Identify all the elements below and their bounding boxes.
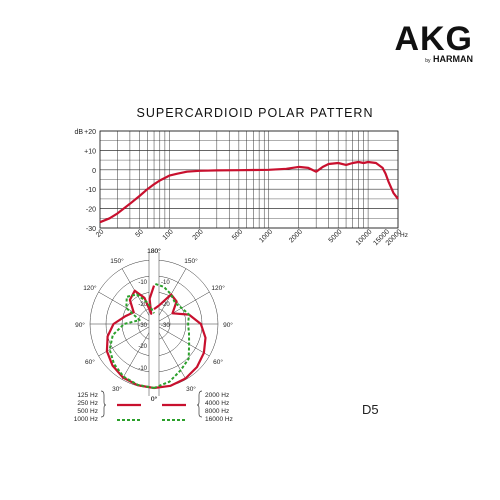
freq-y-tick-label: -20 xyxy=(86,207,96,214)
freq-x-tick-label: 5000 xyxy=(328,228,344,244)
logo-text: AKG xyxy=(394,20,473,58)
polar-grid-spoke xyxy=(98,291,155,325)
polar-radial-label: -20 xyxy=(138,344,147,350)
freq-y-axis-label: dB xyxy=(74,129,83,136)
freq-y-tick-label: +10 xyxy=(84,148,96,155)
legend-label-left-solid: 125 Hz xyxy=(77,392,98,399)
freq-plot-frame xyxy=(99,130,399,229)
legend-label-right-dashed: 16000 Hz xyxy=(205,416,233,423)
polar-radial-label: -10 xyxy=(138,280,147,286)
polar-radial-label: -30 xyxy=(138,323,147,329)
freq-y-tick-label: -30 xyxy=(86,226,96,233)
polar-angle-label-left: 120° xyxy=(83,284,97,292)
freq-x-tick-label: 50 xyxy=(134,228,145,239)
polar-grid-spoke xyxy=(153,323,210,357)
polar-angle-label-left: 90° xyxy=(75,321,85,329)
polar-angle-label-right: 120° xyxy=(211,284,225,292)
polar-center-gap xyxy=(149,252,159,396)
logo-byline-small: by xyxy=(425,58,431,64)
polar-series-right-solid xyxy=(153,293,207,390)
polar-angle-label-right: 90° xyxy=(223,321,233,329)
polar-radial-label: -20 xyxy=(138,302,147,308)
legend-label-right-solid: 8000 Hz xyxy=(205,408,229,415)
chart-title: SUPERCARDIOID POLAR PATTERN xyxy=(136,106,374,120)
legend-brace-left xyxy=(100,390,107,418)
polar-grid-spoke xyxy=(121,323,155,380)
freq-response-line xyxy=(99,160,399,224)
legend-label-left-solid: 500 Hz xyxy=(77,408,98,415)
polar-angle-label-left: 60° xyxy=(85,358,95,366)
polar-angle-label-left: 30° xyxy=(112,385,122,393)
freq-x-tick-label: 100 xyxy=(162,228,175,241)
polar-radial-label-right: -30 xyxy=(161,323,170,329)
freq-y-tick-label: 0 xyxy=(92,168,96,175)
akg-logo: AKG by HARMAN xyxy=(383,22,473,66)
polar-series-left-solid xyxy=(105,285,156,390)
polar-radial-label: -10 xyxy=(138,366,147,372)
legend-label-left-dashed: 1000 Hz xyxy=(74,416,98,423)
polar-angle-label-left: 150° xyxy=(110,257,124,265)
freq-x-tick-label: 500 xyxy=(231,228,244,241)
legend-label-right-solid: 4000 Hz xyxy=(205,400,229,407)
polar-angle-label-right: 150° xyxy=(184,257,198,265)
freq-grid xyxy=(99,130,399,229)
freq-x-tick-label: 1000 xyxy=(258,228,274,244)
polar-radial-label-right: -20 xyxy=(161,302,170,308)
polar-series-left-dashed xyxy=(108,293,155,389)
freq-x-tick-label: 20 xyxy=(95,228,106,239)
polar-angle-label-left: 0° xyxy=(151,395,158,403)
freq-x-tick-label: 200 xyxy=(192,228,205,241)
freq-x-tick-label: 2000 xyxy=(288,228,304,244)
polar-angle-label-right: 180° xyxy=(147,247,161,255)
polar-radial-label-right: -10 xyxy=(161,280,170,286)
logo-byline-harman: HARMAN xyxy=(433,54,473,64)
logo-byline: by HARMAN xyxy=(383,54,473,66)
polar-angle-label-right: 0° xyxy=(151,395,158,403)
legend-brace-right xyxy=(196,390,203,418)
polar-angle-label-right: 60° xyxy=(213,358,223,366)
model-name: D5 xyxy=(362,402,379,417)
polar-angle-label-right: 30° xyxy=(186,385,196,393)
freq-x-axis-label: Hz xyxy=(400,232,408,239)
polar-series-right-dashed xyxy=(153,282,191,389)
freq-y-tick-label: -10 xyxy=(86,187,96,194)
polar-angle-label-left: 180° xyxy=(147,247,161,255)
legend-label-left-solid: 250 Hz xyxy=(77,400,98,407)
freq-x-tick-label: 10000 xyxy=(355,228,374,247)
legend-label-right-solid: 2000 Hz xyxy=(205,392,229,399)
freq-y-tick-label: +20 xyxy=(84,129,96,136)
